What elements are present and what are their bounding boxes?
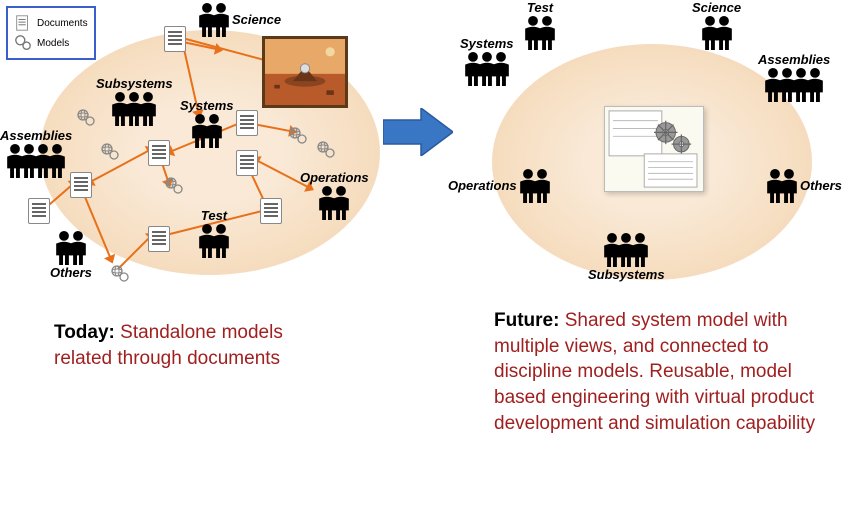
- group-label-operations: Operations: [300, 170, 369, 185]
- group-people-systems: [193, 113, 221, 148]
- legend-documents-label: Documents: [37, 18, 88, 29]
- group-people-assemblies: [766, 67, 822, 102]
- doc-icon: [28, 198, 50, 224]
- group-label-assemblies: Assemblies: [758, 52, 830, 67]
- group-people-science: [200, 2, 228, 37]
- group-label-operations: Operations: [448, 178, 517, 193]
- group-others: Others: [768, 168, 842, 203]
- doc-icon: [70, 172, 92, 198]
- group-label-test: Test: [527, 0, 553, 15]
- group-people-science: [703, 15, 731, 50]
- group-systems: Systems: [460, 36, 513, 86]
- model-icon: [110, 264, 130, 284]
- doc-icon: [236, 110, 258, 136]
- group-operations: Operations: [448, 168, 549, 203]
- group-people-test: [200, 223, 228, 258]
- group-label-subsystems: Subsystems: [588, 267, 665, 282]
- doc-icon: [236, 150, 258, 176]
- group-people-systems: [466, 51, 508, 86]
- group-subsystems: Subsystems: [96, 76, 173, 126]
- legend-box: Documents Models: [6, 6, 96, 60]
- group-people-others: [57, 230, 85, 265]
- group-people-operations: [320, 185, 348, 220]
- group-people-subsystems: [113, 91, 155, 126]
- group-label-systems: Systems: [460, 36, 513, 51]
- group-people-test: [526, 15, 554, 50]
- group-label-science: Science: [692, 0, 741, 15]
- group-science: Science: [200, 2, 281, 37]
- group-label-others: Others: [800, 178, 842, 193]
- group-science: Science: [692, 0, 741, 50]
- group-test: Test: [200, 208, 228, 258]
- group-systems: Systems: [180, 98, 233, 148]
- right-caption: Future: Shared system model with multipl…: [494, 308, 824, 436]
- group-people-others: [768, 168, 796, 203]
- legend-row-models: Models: [14, 34, 88, 52]
- legend-models-label: Models: [37, 38, 69, 49]
- group-label-others: Others: [50, 265, 92, 280]
- group-subsystems: Subsystems: [588, 232, 665, 282]
- left-caption: Today: Standalone models related through…: [54, 320, 334, 371]
- group-others: Others: [50, 230, 92, 280]
- model-icon: [316, 140, 336, 160]
- group-label-subsystems: Subsystems: [96, 76, 173, 91]
- model-icon: [288, 126, 308, 146]
- group-people-subsystems: [605, 232, 647, 267]
- left-panel: Documents Models Science Subsystems System…: [0, 0, 420, 300]
- transition-arrow: [383, 108, 453, 156]
- group-assemblies: Assemblies: [0, 128, 72, 178]
- group-people-operations: [521, 168, 549, 203]
- legend-models-icon: [14, 34, 32, 52]
- model-icon: [100, 142, 120, 162]
- doc-icon: [148, 226, 170, 252]
- mars-image: [262, 36, 348, 108]
- group-label-systems: Systems: [180, 98, 233, 113]
- group-label-test: Test: [201, 208, 227, 223]
- doc-icon: [148, 140, 170, 166]
- group-test: Test: [526, 0, 554, 50]
- legend-documents-icon: [14, 14, 32, 32]
- legend-row-documents: Documents: [14, 14, 88, 32]
- doc-icon: [164, 26, 186, 52]
- model-icon: [76, 108, 96, 128]
- group-label-science: Science: [232, 12, 281, 27]
- group-operations: Operations: [300, 170, 369, 220]
- group-label-assemblies: Assemblies: [0, 128, 72, 143]
- left-caption-bold: Today:: [54, 322, 120, 343]
- doc-icon: [260, 198, 282, 224]
- group-assemblies: Assemblies: [758, 52, 830, 102]
- right-caption-bold: Future:: [494, 310, 565, 331]
- model-icon: [164, 176, 184, 196]
- center-system-model: [604, 106, 704, 192]
- right-panel: Test Science Systems Assemblies Operations Ot…: [430, 0, 868, 300]
- group-people-assemblies: [8, 143, 64, 178]
